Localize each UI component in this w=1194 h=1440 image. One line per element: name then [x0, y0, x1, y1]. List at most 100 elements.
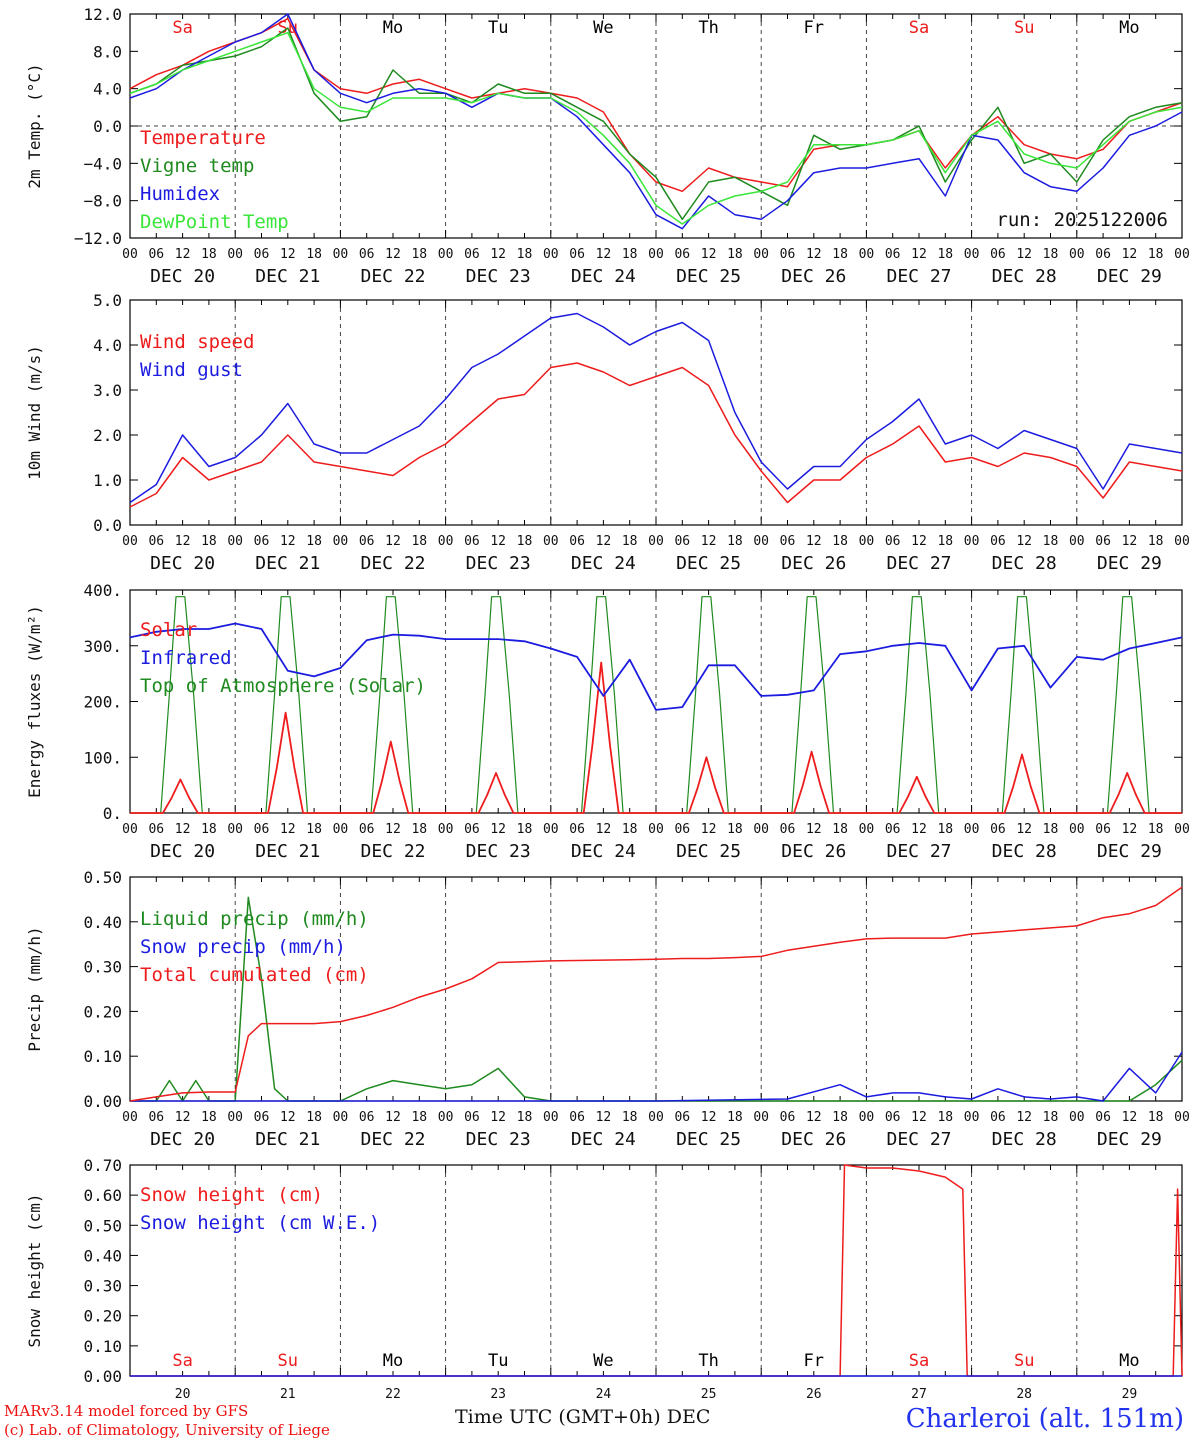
hour-label: 06 — [1095, 534, 1111, 549]
day-label: DEC 21 — [255, 553, 320, 574]
hour-label: 00 — [648, 1110, 664, 1125]
y-tick-label: 0.70 — [83, 1156, 122, 1175]
day-label: DEC 23 — [466, 1129, 531, 1150]
hour-label: 12 — [806, 247, 822, 262]
legend-entry: Temperature — [140, 127, 266, 149]
hour-label: 06 — [674, 534, 690, 549]
hour-label: 12 — [596, 1110, 612, 1125]
y-tick-label: 4.0 — [93, 80, 122, 99]
weekday-label: Fr — [804, 18, 824, 38]
hour-label: 06 — [254, 822, 270, 837]
day-label: DEC 25 — [676, 1129, 741, 1150]
hour-label: 00 — [543, 1110, 559, 1125]
hour-label: 18 — [727, 247, 743, 262]
hour-label: 00 — [227, 247, 243, 262]
weekday-label: Mo — [1119, 18, 1139, 38]
hour-label: 06 — [885, 822, 901, 837]
hour-label: 18 — [832, 247, 848, 262]
legend-entry: Snow precip (mm/h) — [140, 936, 346, 958]
y-tick-label: 0.0 — [93, 516, 122, 535]
y-tick-label: 0.10 — [83, 1337, 122, 1356]
hour-label: 18 — [832, 822, 848, 837]
hour-label: 06 — [990, 822, 1006, 837]
day-number-label: 22 — [385, 1387, 401, 1402]
hour-label: 00 — [1069, 534, 1085, 549]
hour-label: 18 — [937, 1110, 953, 1125]
hour-label: 12 — [806, 822, 822, 837]
y-tick-label: 0.40 — [83, 913, 122, 932]
hour-label: 00 — [333, 247, 349, 262]
hour-label: 00 — [859, 534, 875, 549]
hour-label: 00 — [1069, 822, 1085, 837]
hour-label: 12 — [1122, 534, 1138, 549]
day-number-label: 21 — [280, 1387, 296, 1402]
day-label: DEC 25 — [676, 553, 741, 574]
series-wind-gust — [129, 312, 1183, 504]
hour-label: 18 — [411, 247, 427, 262]
day-label: DEC 29 — [1097, 1129, 1162, 1150]
y-tick-label: 100. — [83, 748, 122, 767]
weekday-label: Su — [1014, 1351, 1034, 1371]
legend-entry: Wind gust — [140, 359, 243, 381]
hour-label: 12 — [280, 534, 296, 549]
model-line: MARv3.14 model forced by GFS — [4, 1402, 249, 1420]
y-tick-label: 300. — [83, 637, 122, 656]
hour-label: 12 — [385, 822, 401, 837]
day-label: DEC 22 — [360, 1129, 425, 1150]
hour-label: 12 — [701, 822, 717, 837]
hour-label: 06 — [359, 534, 375, 549]
hour-label: 18 — [517, 822, 533, 837]
hour-label: 18 — [306, 1110, 322, 1125]
hour-label: 00 — [543, 534, 559, 549]
y-axis-title: 2m Temp. (°C) — [25, 63, 44, 188]
y-tick-label: 0.20 — [83, 1002, 122, 1021]
hour-label: 18 — [306, 822, 322, 837]
hour-label: 18 — [201, 822, 217, 837]
day-label: DEC 28 — [992, 266, 1057, 287]
hour-label: 06 — [1095, 822, 1111, 837]
day-label: DEC 23 — [466, 266, 531, 287]
legend-entry: DewPoint Temp — [140, 211, 289, 233]
hour-label: 06 — [148, 534, 164, 549]
hour-label: 18 — [727, 534, 743, 549]
y-axis-title: 10m Wind (m/s) — [25, 345, 44, 480]
hour-label: 06 — [569, 247, 585, 262]
hour-label: 06 — [359, 1110, 375, 1125]
weekday-label: Mo — [383, 18, 403, 38]
y-tick-label: 0.00 — [83, 1367, 122, 1386]
hour-label: 06 — [569, 1110, 585, 1125]
hour-label: 06 — [780, 822, 796, 837]
day-number-label: 20 — [175, 1387, 191, 1402]
legend-entry: Solar — [140, 619, 197, 641]
hour-label: 12 — [1122, 247, 1138, 262]
y-tick-label: 5.0 — [93, 291, 122, 310]
hour-label: 00 — [438, 534, 454, 549]
hour-label: 18 — [622, 247, 638, 262]
day-number-label: 27 — [911, 1387, 927, 1402]
day-label: DEC 24 — [571, 841, 636, 862]
hour-label: 12 — [385, 247, 401, 262]
hour-label: 12 — [280, 247, 296, 262]
y-tick-label: 0.30 — [83, 958, 122, 977]
hour-label: 00 — [1174, 1110, 1190, 1125]
y-tick-label: 4.0 — [93, 336, 122, 355]
hour-label: 18 — [622, 534, 638, 549]
y-tick-label: 0.50 — [83, 868, 122, 887]
legend-entry: Total cumulated (cm) — [140, 964, 369, 986]
hour-label: 06 — [1095, 247, 1111, 262]
hour-label: 06 — [990, 534, 1006, 549]
hour-label: 12 — [701, 1110, 717, 1125]
weekday-label: Sa — [909, 1351, 929, 1371]
hour-label: 00 — [753, 247, 769, 262]
run-label: run: 2025122006 — [996, 209, 1168, 231]
y-tick-label: 8.0 — [93, 42, 122, 61]
weekday-label: Tu — [488, 18, 508, 38]
y-tick-label: −8.0 — [83, 192, 122, 211]
series-solar — [130, 661, 1182, 814]
hour-label: 18 — [306, 247, 322, 262]
hour-label: 00 — [859, 822, 875, 837]
hour-label: 12 — [911, 822, 927, 837]
hour-label: 12 — [911, 1110, 927, 1125]
hour-label: 00 — [122, 247, 138, 262]
hour-label: 12 — [596, 534, 612, 549]
